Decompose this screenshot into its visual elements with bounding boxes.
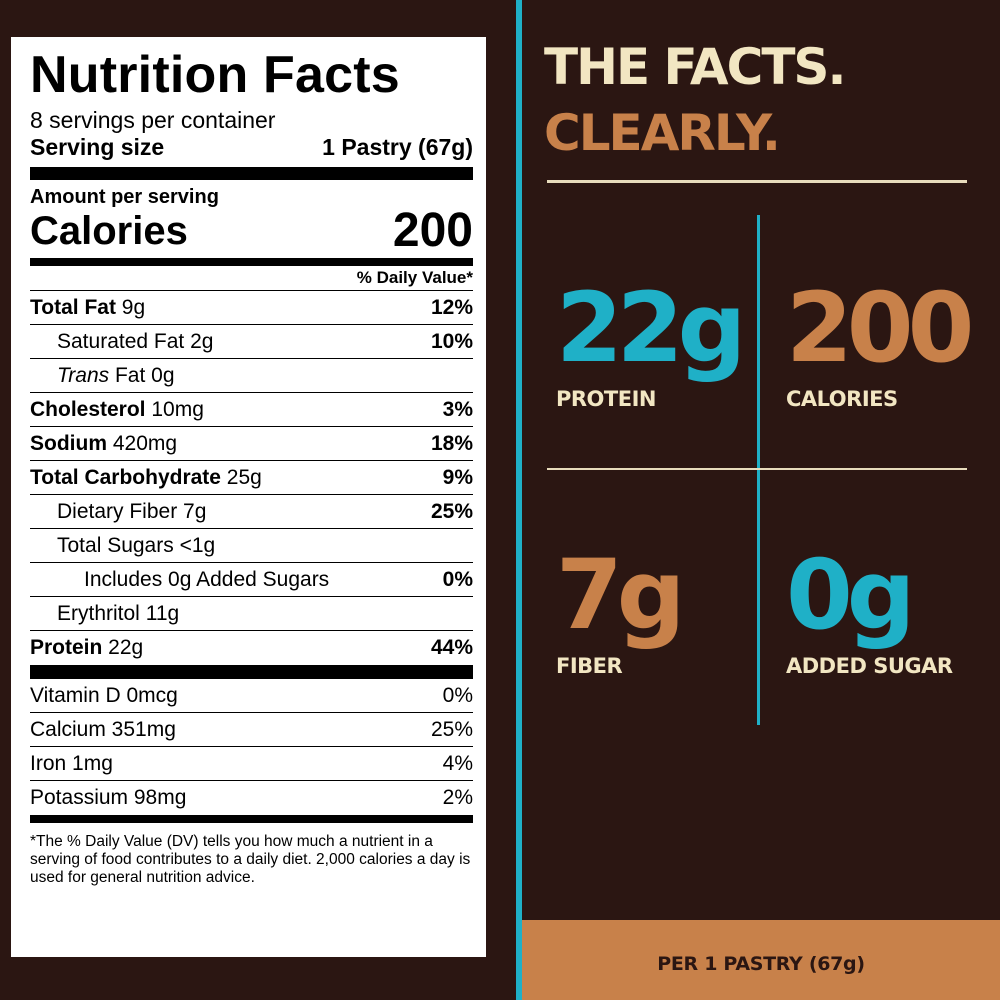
vitamin-name: Potassium 98mg [30, 786, 187, 809]
vitamin-pct: 0% [442, 683, 473, 707]
stat-value: 200 [786, 272, 974, 384]
nutrient-name: Includes 0g Added Sugars [84, 567, 330, 591]
nutrient-name: Total Sugars [57, 533, 174, 557]
nutrient-name: Protein [30, 636, 103, 659]
heading-line-2: CLEARLY. [544, 104, 781, 162]
serving-size-row: Serving size 1 Pastry (67g) [30, 133, 473, 161]
nutrient-amount: Fat 0g [109, 363, 175, 387]
stat-label: PROTEIN [556, 387, 656, 411]
nutrient-row-sodium: Sodium 420mg 18% [30, 427, 473, 461]
servings-per-container: 8 servings per container [30, 107, 276, 133]
nutrient-name: Total Fat [30, 295, 116, 319]
daily-value-header: % Daily Value* [30, 266, 473, 291]
stat-label: ADDED SUGAR [786, 654, 953, 678]
footer-text: PER 1 PASTRY (67g) [657, 953, 865, 975]
nutrient-row-total-fat: Total Fat 9g 12% [30, 291, 473, 325]
nutrient-amount: 25g [220, 465, 262, 489]
vitamin-row-calcium: Calcium 351mg 25% [30, 713, 473, 747]
nutrient-pct: 9% [442, 465, 473, 489]
nutrient-pct: 10% [430, 329, 473, 353]
nutrient-pct: 25% [430, 499, 473, 523]
medium-rule [30, 815, 473, 823]
thick-rule [30, 167, 473, 180]
serving-size-label: Serving size [30, 134, 165, 160]
nutrient-row-total-sugars: Total Sugars <1g [30, 529, 473, 563]
stat-calories: 200 CALORIES [786, 272, 974, 412]
nutrient-amount: 22g [102, 636, 144, 659]
nutrient-row-saturated-fat: Saturated Fat 2g 10% [30, 325, 473, 359]
nutrient-row-total-carbohydrate: Total Carbohydrate 25g 9% [30, 461, 473, 495]
nutrient-name: Trans [57, 363, 110, 387]
nutrient-pct: 18% [430, 431, 473, 455]
grid-horizontal-rule [547, 468, 967, 470]
nutrition-facts-label: Nutrition Facts 8 servings per container… [11, 37, 486, 957]
vertical-divider [516, 0, 522, 1000]
heading-line-1: THE FACTS. [544, 38, 846, 96]
vitamin-name: Vitamin D 0mcg [30, 683, 178, 707]
stat-fiber: 7g FIBER [556, 539, 685, 679]
nutrient-amount: 420mg [107, 431, 178, 455]
nutrient-name: Sodium [30, 431, 107, 455]
medium-rule [30, 258, 473, 266]
daily-value-footnote: *The % Daily Value (DV) tells you how mu… [30, 833, 471, 886]
stat-added-sugar: 0g ADDED SUGAR [786, 545, 953, 679]
nutrient-pct: 0% [442, 567, 473, 591]
nutrient-row-erythritol: Erythritol 11g [30, 597, 473, 631]
nutrient-row-trans-fat: Trans Fat 0g [30, 359, 473, 393]
vitamin-pct: 4% [442, 751, 473, 775]
nutrient-pct: 3% [442, 397, 473, 421]
nutrient-amount: 9g [115, 295, 146, 319]
nutrient-name: Cholesterol [30, 397, 146, 421]
grid-vertical-rule [757, 215, 760, 725]
nutrient-row-protein: Protein 22g 44% [30, 631, 473, 665]
horizontal-rule-top [547, 180, 967, 183]
vitamin-pct: 25% [430, 717, 473, 741]
vitamin-row-vitamin-d: Vitamin D 0mcg 0% [30, 679, 473, 713]
facts-panel: THE FACTS. CLEARLY. 22g PROTEIN 200 CALO… [522, 0, 1000, 1000]
label-title: Nutrition Facts [30, 46, 400, 104]
nutrient-row-cholesterol: Cholesterol 10mg 3% [30, 393, 473, 427]
stat-label: CALORIES [786, 387, 898, 411]
nutrient-amount: 2g [184, 329, 214, 353]
nutrient-pct: 12% [430, 295, 473, 319]
nutrient-amount: 7g [177, 499, 207, 523]
nutrient-amount: 10mg [145, 397, 204, 421]
stat-value: 22g [556, 272, 746, 384]
stat-label: FIBER [556, 654, 623, 678]
vitamin-row-potassium: Potassium 98mg 2% [30, 781, 473, 815]
nutrient-amount: <1g [173, 533, 216, 557]
stat-value: 0g [786, 539, 915, 651]
vitamin-name: Calcium 351mg [30, 717, 176, 741]
vitamin-name: Iron 1mg [30, 751, 113, 775]
calories-label: Calories [30, 209, 188, 253]
stat-value: 7g [556, 539, 685, 651]
vitamin-row-iron: Iron 1mg 4% [30, 747, 473, 781]
amount-per-serving: Amount per serving [30, 186, 219, 208]
footer-band: PER 1 PASTRY (67g) [522, 920, 1000, 1000]
vitamin-pct: 2% [442, 786, 473, 809]
nutrient-amount: 11g [139, 601, 180, 625]
left-pane: Nutrition Facts 8 servings per container… [11, 37, 486, 957]
nutrient-pct: 44% [430, 636, 473, 659]
stat-protein: 22g PROTEIN [556, 272, 746, 412]
nutrient-name: Dietary Fiber [57, 499, 178, 523]
nutrient-name: Total Carbohydrate [30, 465, 221, 489]
calories-value: 200 [392, 204, 473, 257]
nutrient-name: Erythritol [57, 601, 140, 625]
nutrient-row-added-sugars: Includes 0g Added Sugars 0% [30, 563, 473, 597]
serving-size-value: 1 Pastry (67g) [322, 134, 473, 160]
calories-row: Calories 200 [30, 204, 473, 257]
nutrient-row-dietary-fiber: Dietary Fiber 7g 25% [30, 495, 473, 529]
thick-rule [30, 665, 473, 679]
nutrient-name: Saturated Fat [57, 329, 185, 353]
